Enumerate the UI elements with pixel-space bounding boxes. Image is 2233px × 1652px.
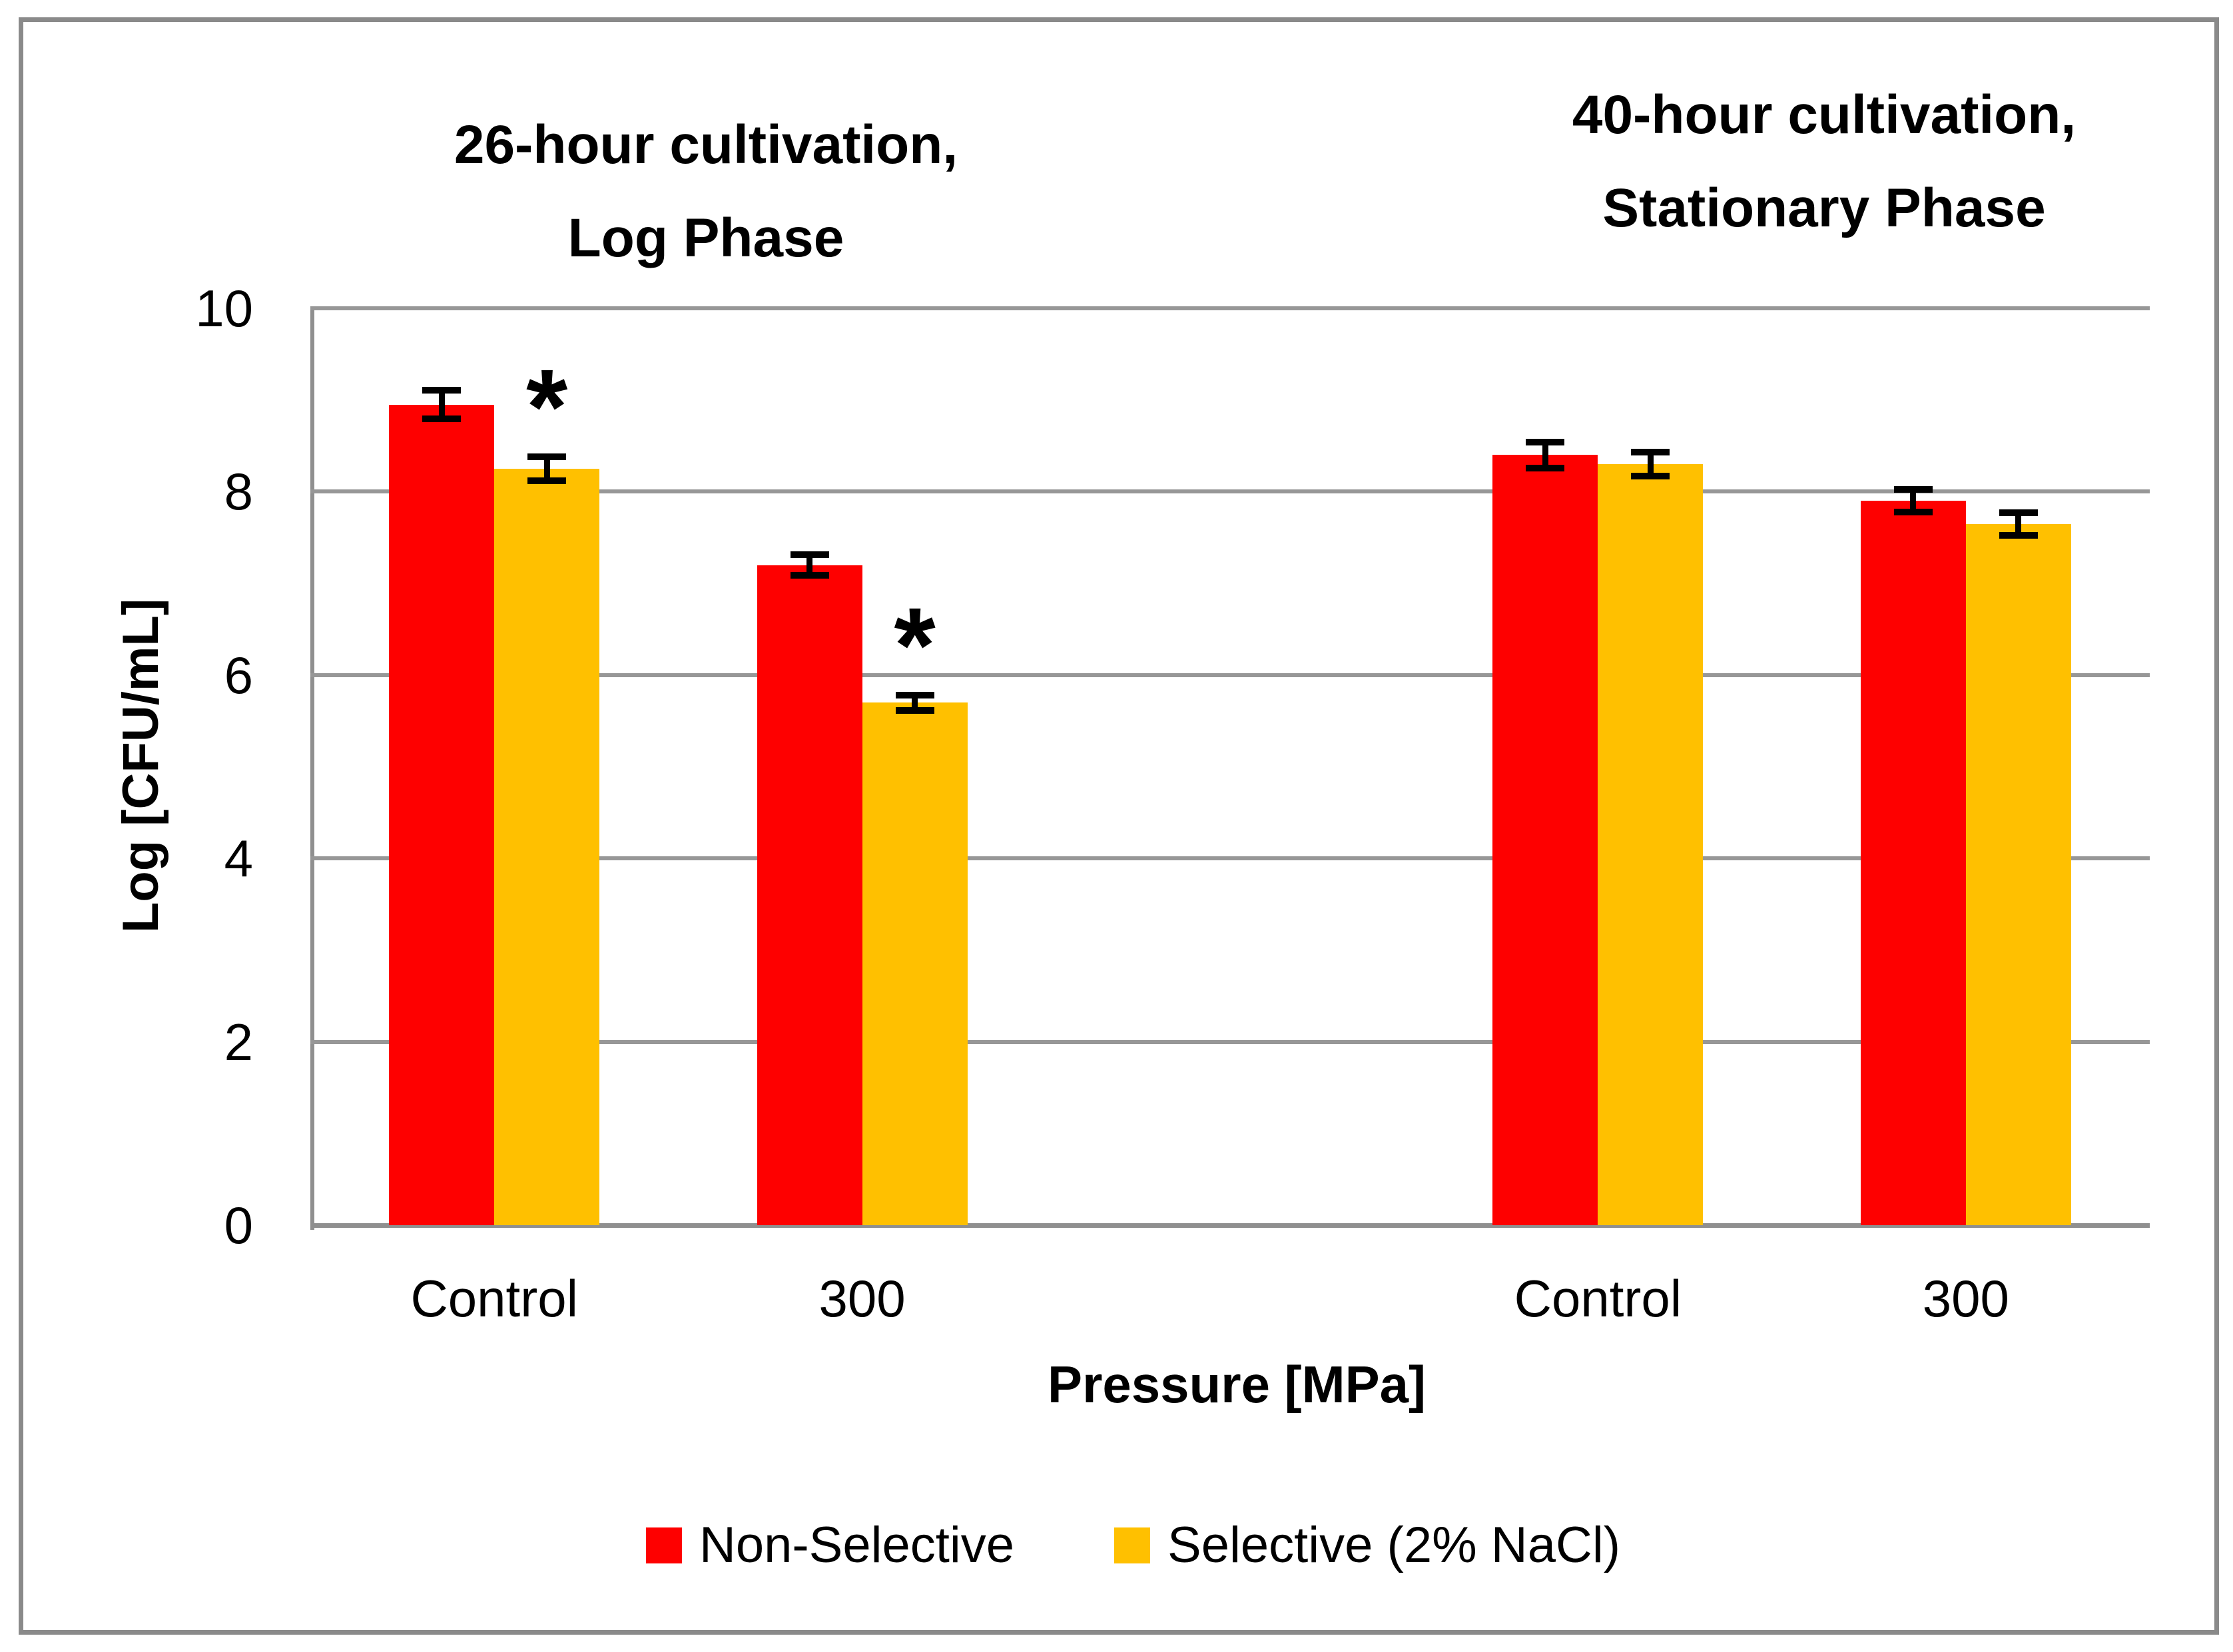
error-bar-cap-bottom <box>1999 531 2038 539</box>
panel-title-log-phase-line2: Log Phase <box>567 208 844 268</box>
x-category-label-3: 300 <box>1922 1269 2009 1328</box>
bar-non-selective-control-stationary <box>1492 455 1598 1225</box>
panel-title-stationary-phase-line1: 40-hour cultivation, <box>1572 85 2076 145</box>
error-bar-cap-top <box>1893 486 1933 493</box>
error-bar-cap-bottom <box>422 415 462 422</box>
bar-non-selective-300-log <box>757 565 862 1225</box>
x-category-label-0: Control <box>410 1269 578 1328</box>
bar-selective-300-log <box>862 702 968 1225</box>
panel-title-log-phase-line1: 26-hour cultivation, <box>454 115 958 175</box>
legend-item-non-selective: Non-Selective <box>645 1515 1015 1575</box>
bar-non-selective-300-stationary <box>1860 501 1966 1225</box>
panel-title-stationary-phase: 40-hour cultivation, Stationary Phase <box>1225 69 2233 255</box>
legend-swatch-non-selective <box>645 1527 682 1563</box>
error-bar-line <box>806 551 813 579</box>
x-axis-title: Pressure [MPa] <box>1048 1355 1426 1414</box>
y-tick-label-4: 4 <box>224 829 253 888</box>
bar-selective-control-log <box>494 468 600 1225</box>
error-bar-cap-bottom <box>1893 509 1933 516</box>
error-bar-cap-top <box>527 453 567 460</box>
x-category-label-1: 300 <box>818 1269 906 1328</box>
significance-asterisk: * <box>894 585 936 704</box>
error-bar-cap-bottom <box>1526 465 1565 472</box>
y-tick-label-0: 0 <box>224 1196 253 1254</box>
gridline-y-6 <box>310 673 2150 677</box>
error-bar-line <box>1647 448 1654 480</box>
x-axis-line <box>310 1223 2150 1228</box>
legend-label-selective: Selective (2% NaCl) <box>1167 1517 1621 1573</box>
error-bar-cap-bottom <box>527 477 567 485</box>
plot-area: 0 2 4 6 8 10 * * Control 300 Control 300 <box>195 282 2150 1326</box>
bar-non-selective-control-log <box>389 404 495 1225</box>
y-tick-label-6: 6 <box>224 645 253 704</box>
panel-title-stationary-phase-line2: Stationary Phase <box>1602 178 2046 238</box>
gridline-y-8 <box>310 489 2150 494</box>
x-category-label-2: Control <box>1514 1269 1682 1328</box>
error-bar-cap-bottom <box>790 572 829 579</box>
error-bar-line <box>543 453 550 485</box>
error-bar-cap-bottom <box>895 706 934 714</box>
error-bar-cap-top <box>895 691 934 698</box>
y-tick-label-8: 8 <box>224 462 253 521</box>
gridline-y-10 <box>310 306 2150 310</box>
error-bar-line <box>2015 509 2022 539</box>
bar-selective-300-stationary <box>1965 523 2071 1225</box>
error-bar-cap-top <box>1999 509 2038 516</box>
y-tick-label-2: 2 <box>224 1012 253 1071</box>
error-bar-cap-bottom <box>1631 473 1670 480</box>
legend: Non-Selective Selective (2% NaCl) <box>17 1502 2233 1589</box>
chart-outer-border <box>19 17 2219 1635</box>
legend-label-non-selective: Non-Selective <box>699 1517 1015 1573</box>
error-bar-cap-top <box>1526 438 1565 445</box>
panel-title-log-phase: 26-hour cultivation, Log Phase <box>107 99 1305 285</box>
error-bar-line <box>438 387 445 422</box>
bar-selective-control-stationary <box>1598 464 1704 1225</box>
legend-swatch-selective <box>1114 1527 1151 1563</box>
y-axis-line <box>310 308 314 1230</box>
error-bar-line <box>1910 486 1917 516</box>
gridline-y-2 <box>310 1039 2150 1044</box>
y-tick-label-10: 10 <box>195 279 253 338</box>
error-bar-line <box>1542 438 1548 472</box>
error-bar-cap-top <box>790 551 829 558</box>
significance-asterisk: * <box>526 346 568 466</box>
legend-item-selective: Selective (2% NaCl) <box>1114 1515 1620 1575</box>
error-bar-cap-top <box>1631 448 1670 455</box>
y-axis-title: Log [CFU/mL] <box>113 598 169 934</box>
gridline-y-4 <box>310 856 2150 861</box>
error-bar-line <box>912 691 918 714</box>
error-bar-cap-top <box>422 387 462 394</box>
